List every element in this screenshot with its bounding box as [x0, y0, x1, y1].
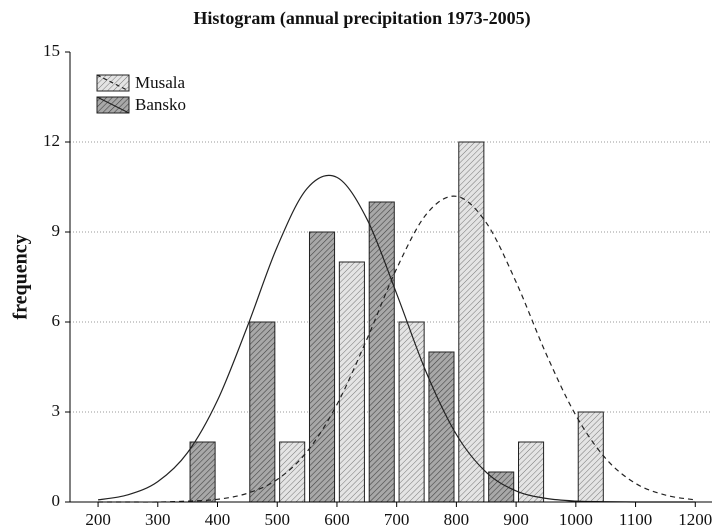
x-tick-label: 300: [145, 510, 171, 529]
bar: [189, 441, 216, 503]
legend-label: Musala: [135, 73, 186, 92]
x-tick-label: 1100: [619, 510, 652, 529]
y-tick-label: 6: [52, 311, 61, 330]
x-tick-label: 1200: [678, 510, 712, 529]
fit-curve: [97, 174, 696, 503]
bar: [368, 201, 395, 503]
x-tick-label: 500: [264, 510, 290, 529]
y-tick-label: 3: [52, 401, 61, 420]
x-tick-label: 1000: [559, 510, 593, 529]
legend-label: Bansko: [135, 95, 186, 114]
y-tick-label: 0: [52, 491, 61, 510]
bar: [338, 261, 365, 503]
bar: [308, 231, 336, 503]
y-tick-label: 15: [43, 41, 60, 60]
y-axis-label: frequency: [10, 234, 32, 319]
chart-title: Histogram (annual precipitation 1973-200…: [193, 8, 530, 29]
x-tick-label: 800: [444, 510, 470, 529]
bar: [518, 441, 545, 503]
bar: [249, 321, 276, 503]
x-tick-label: 200: [85, 510, 111, 529]
x-tick-label: 600: [324, 510, 350, 529]
bar: [398, 321, 425, 503]
fit-curve: [98, 195, 696, 503]
x-tick-label: 900: [503, 510, 529, 529]
y-tick-label: 9: [52, 221, 61, 240]
bar: [458, 141, 485, 503]
x-tick-label: 700: [384, 510, 410, 529]
legend-line: [96, 96, 130, 114]
bar: [279, 441, 306, 503]
bar: [428, 351, 455, 503]
x-tick-label: 400: [205, 510, 231, 529]
legend-line: [96, 74, 130, 92]
bar: [488, 471, 515, 503]
y-tick-label: 12: [43, 131, 60, 150]
